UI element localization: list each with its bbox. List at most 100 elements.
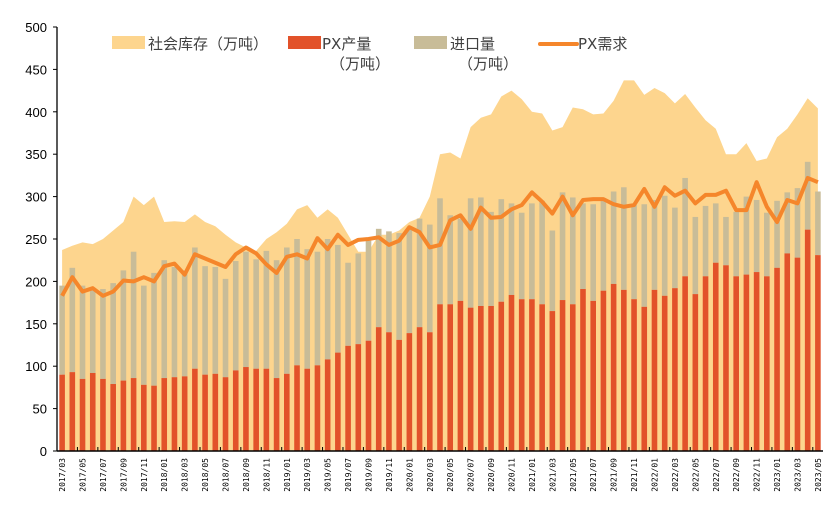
x-tick-label: 2021/07 [589, 458, 598, 492]
legend-swatch-px-output [288, 36, 321, 49]
y-tick-label: 450 [25, 62, 47, 77]
bar-imports [406, 229, 413, 334]
bar-px-output [345, 345, 351, 451]
bar-px-output [794, 257, 801, 451]
bar-px-output [110, 384, 116, 451]
bar-imports [753, 199, 760, 273]
bar-imports [426, 224, 433, 333]
bar-px-output [386, 332, 392, 451]
bar-px-output [702, 276, 709, 451]
bar-px-output [141, 384, 147, 451]
x-tick-label: 2017/05 [79, 458, 88, 492]
bar-imports [549, 230, 556, 312]
bar-imports [365, 240, 372, 341]
bar-imports [488, 211, 494, 306]
bar-px-output [253, 368, 259, 451]
bar-layer [59, 161, 821, 451]
bar-px-output [784, 253, 791, 451]
x-tick-label: 2018/07 [222, 458, 231, 492]
bar-px-output [284, 373, 290, 451]
bar-imports [590, 204, 596, 301]
bar-px-output [457, 300, 464, 451]
x-tick-label: 2020/01 [405, 458, 414, 492]
y-tick-label: 0 [40, 444, 47, 459]
legend-label-imports: 进口量 （万吨） [450, 35, 518, 73]
bar-px-output [580, 289, 586, 451]
bar-px-output [467, 307, 474, 451]
bar-px-output [396, 339, 402, 451]
bar-px-output [559, 300, 566, 451]
bar-px-output [232, 370, 239, 451]
bar-imports [294, 239, 300, 366]
x-tick-label: 2023/01 [773, 458, 782, 492]
bar-imports [723, 216, 729, 266]
bar-px-output [804, 229, 811, 451]
bar-px-output [733, 276, 739, 451]
x-tick-label: 2022/07 [712, 458, 721, 492]
y-tick-label: 300 [25, 190, 47, 205]
y-tick-label: 100 [25, 359, 47, 374]
bar-px-output [590, 300, 596, 451]
x-tick-label: 2022/03 [671, 458, 680, 492]
x-tick-label: 2021/01 [528, 458, 537, 492]
x-tick-label: 2018/01 [160, 458, 169, 492]
bar-imports [161, 260, 168, 379]
bar-imports [243, 251, 249, 368]
bar-px-output [723, 265, 729, 451]
bar-px-output [610, 283, 617, 451]
x-tick-label: 2020/07 [467, 458, 476, 492]
x-tick-label: 2018/11 [262, 458, 271, 492]
bar-px-output [682, 276, 688, 451]
y-tick-label: 50 [33, 402, 47, 417]
bar-imports [314, 251, 321, 366]
legend-label-px-output-text: PX产量 [322, 35, 371, 53]
bar-imports [498, 199, 505, 302]
x-tick-label: 2017/03 [58, 458, 67, 492]
bar-px-output [549, 311, 556, 451]
bar-imports [733, 211, 739, 277]
bar-imports [610, 191, 617, 284]
legend-swatch-imports [414, 36, 447, 49]
bar-imports [355, 253, 362, 345]
bar-imports [631, 205, 637, 300]
bar-px-output [294, 365, 300, 451]
bar-px-output [508, 294, 515, 451]
bar-px-output [651, 289, 658, 451]
bar-imports [416, 218, 423, 328]
bar-imports [110, 283, 116, 385]
bar-imports [529, 203, 535, 300]
bar-imports [661, 195, 668, 296]
x-tick-label: 2021/05 [569, 458, 578, 492]
x-tick-label: 2018/09 [242, 458, 251, 492]
bar-imports [386, 231, 392, 333]
bar-px-output [314, 365, 321, 451]
bar-px-output [304, 368, 311, 451]
x-tick-label: 2017/07 [99, 458, 108, 492]
bar-imports [232, 261, 239, 371]
bar-px-output [631, 299, 637, 451]
x-tick-label: 2022/05 [691, 458, 700, 492]
bar-px-output [181, 376, 188, 451]
x-tick-label: 2023/05 [814, 458, 823, 492]
bar-imports [120, 270, 127, 381]
bar-imports [692, 216, 699, 295]
bar-imports [59, 285, 65, 375]
bar-px-output [774, 267, 780, 451]
bar-imports [641, 204, 648, 307]
bar-px-output [672, 288, 678, 451]
x-tick-label: 2021/03 [548, 458, 557, 492]
bar-imports [447, 215, 454, 305]
bar-px-output [151, 385, 157, 451]
bar-imports [263, 250, 270, 369]
bar-imports [518, 212, 525, 300]
x-tick-label: 2022/11 [753, 458, 762, 492]
legend-label-px-output-unit: （万吨） [330, 55, 390, 73]
y-tick-label: 250 [25, 232, 47, 247]
bar-imports [774, 200, 780, 268]
bar-px-output [355, 344, 362, 451]
bar-px-output [324, 359, 331, 451]
bar-imports [79, 285, 86, 379]
bar-px-output [539, 304, 545, 451]
bar-imports [508, 203, 515, 295]
